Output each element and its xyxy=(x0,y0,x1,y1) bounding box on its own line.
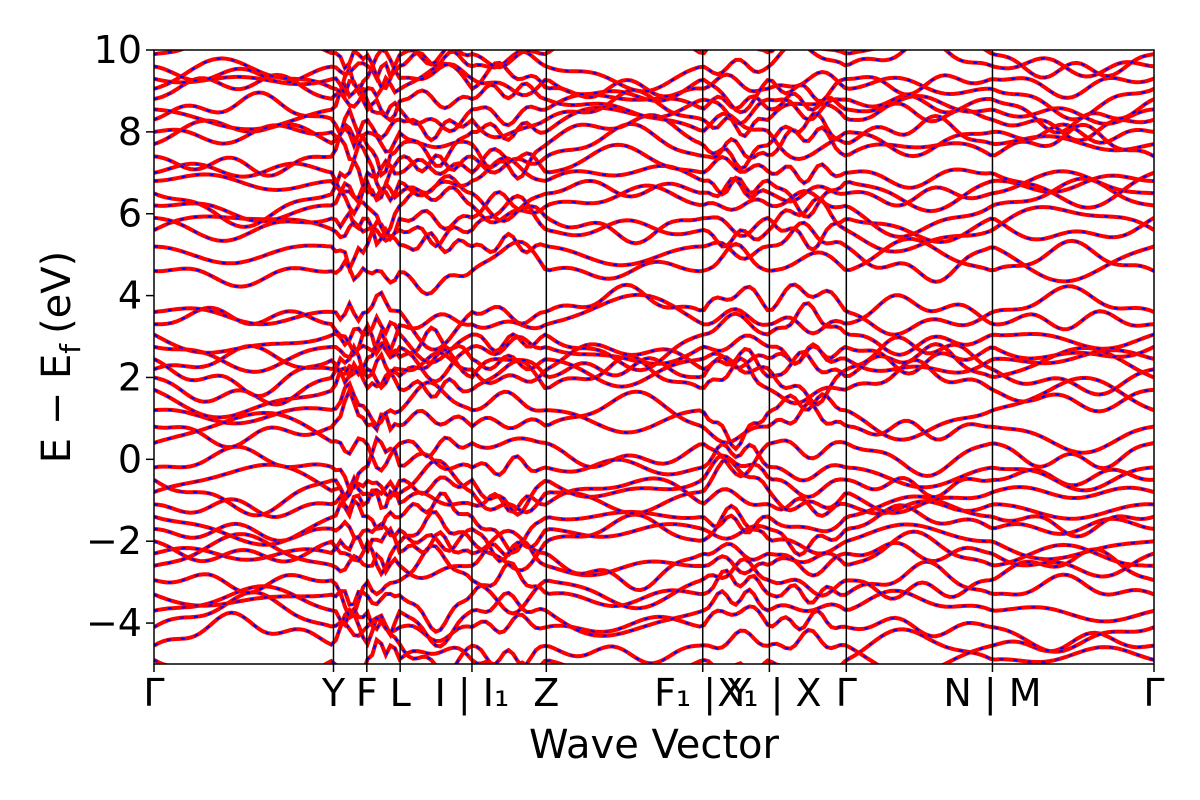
band-line-overlay xyxy=(154,411,1154,478)
bands-layer xyxy=(154,50,1154,664)
band-line-overlay xyxy=(154,336,1154,406)
band-line-overlay xyxy=(154,66,1154,134)
x-tick-label: I | I₁ xyxy=(435,671,510,716)
x-tick-label: L xyxy=(390,671,411,715)
band-line-overlay xyxy=(154,454,1154,517)
band-line-overlay xyxy=(154,527,1154,592)
x-tick-label: Γ xyxy=(1143,671,1164,715)
x-axis-label: Wave Vector xyxy=(529,722,780,768)
band-line-overlay xyxy=(154,376,1154,451)
band-line-overlay xyxy=(154,83,1154,133)
band-line xyxy=(154,292,1154,358)
band-line-overlay xyxy=(154,628,1154,664)
x-tick-label: Y xyxy=(321,671,346,715)
y-tick-label: 10 xyxy=(94,28,142,72)
band-line xyxy=(154,189,1154,253)
band-line-overlay xyxy=(154,387,1154,454)
svg-text:E − Ef(eV): E − Ef (eV) xyxy=(34,251,87,464)
band-line-overlay xyxy=(154,492,1154,554)
y-tick-label: 0 xyxy=(118,437,142,481)
band-line-overlay xyxy=(154,544,1154,620)
band-line-overlay xyxy=(154,220,1154,283)
band-line-overlay xyxy=(154,436,1154,492)
band-line-overlay xyxy=(154,560,1154,633)
band-line xyxy=(154,282,1154,352)
band-line-overlay xyxy=(154,156,1154,218)
band-line xyxy=(154,325,1154,399)
plot-frame xyxy=(153,49,1155,665)
band-line-overlay xyxy=(154,591,1154,653)
band-line-overlay xyxy=(154,106,1154,167)
x-tick-label: F xyxy=(356,671,378,715)
band-line xyxy=(154,121,1154,197)
y-tick-label: −4 xyxy=(86,601,142,645)
band-line-overlay xyxy=(154,194,1154,253)
band-line-overlay xyxy=(154,302,1154,372)
band-line xyxy=(154,155,1154,229)
band-line-overlay xyxy=(154,343,1154,406)
band-line-overlay xyxy=(154,283,1154,351)
y-axis-label-unit: (eV) xyxy=(34,251,80,334)
x-tick-label: N | M xyxy=(943,671,1041,716)
band-line-overlay xyxy=(154,158,1154,228)
band-line xyxy=(154,142,1154,210)
y-tick-label: 6 xyxy=(118,192,142,236)
band-line-overlay xyxy=(154,57,1154,121)
band-line-overlay xyxy=(154,477,1154,520)
band-line-overlay xyxy=(154,237,1154,296)
band-line-overlay xyxy=(154,530,1154,580)
x-tick-label: Γ xyxy=(143,671,164,715)
band-line-overlay xyxy=(154,608,1154,664)
band-line xyxy=(154,503,1154,564)
band-line-overlay xyxy=(154,50,1154,93)
y-tick-label: 8 xyxy=(118,110,142,154)
y-tick-label: 4 xyxy=(118,274,142,318)
x-tick-label: Z xyxy=(533,671,559,715)
y-axis-label-sub: f xyxy=(54,343,87,354)
band-line xyxy=(154,50,1154,91)
band-line xyxy=(154,384,1154,455)
x-tick-label: Γ xyxy=(836,671,857,715)
y-axis-label-main: E − E xyxy=(34,354,80,464)
band-line-overlay xyxy=(154,504,1154,576)
band-line-overlay xyxy=(154,107,1154,180)
band-line xyxy=(154,584,1154,649)
y-axis: −4 −2 0 2 4 6 8 10 xyxy=(86,28,154,645)
x-tick-label: F₁ | Y xyxy=(654,671,752,716)
y-tick-label: −2 xyxy=(86,519,142,563)
y-tick-label: 2 xyxy=(118,355,142,399)
y-axis-label: E − Ef (eV) xyxy=(34,251,87,464)
band-line-overlay xyxy=(154,50,1154,114)
high-symmetry-lines xyxy=(332,50,994,664)
x-tick-label: X₁ | X xyxy=(717,671,821,716)
